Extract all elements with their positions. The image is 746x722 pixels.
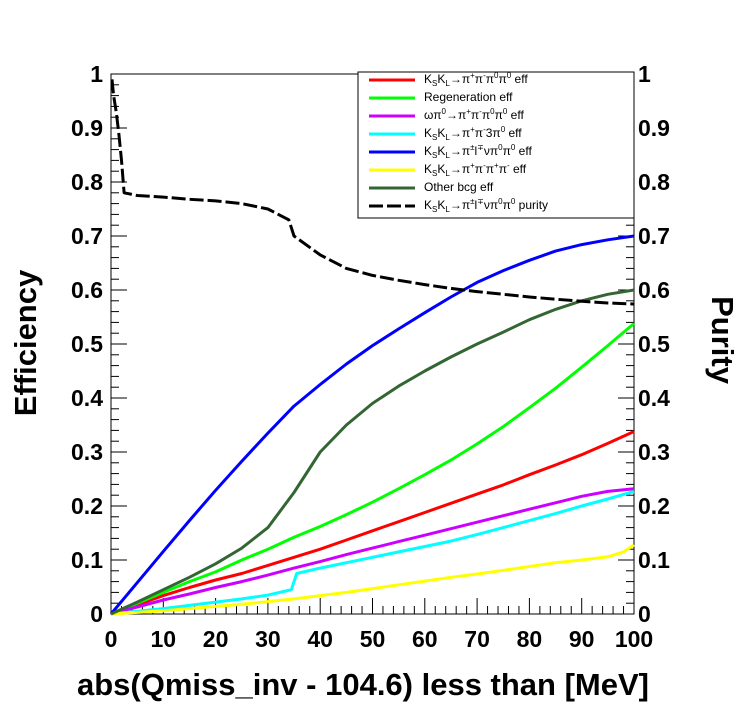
legend: KSKL→π+π-π0π0 eff Regeneration eff ωπ0→π+π… xyxy=(357,71,635,219)
legend-entry-8: KSKL→π±l∓νπ0π0 purity xyxy=(424,197,549,214)
right-y-tick-label: 0.3 xyxy=(638,439,670,465)
x-tick-label: 10 xyxy=(151,626,177,652)
right-y-tick-label: 0.5 xyxy=(638,331,670,357)
right-y-tick-label: 0.8 xyxy=(638,169,670,195)
left-y-tick-label: 0.3 xyxy=(71,439,103,465)
x-tick-label: 40 xyxy=(307,626,333,652)
legend-label: KSKL→π+π-π+π- eff xyxy=(424,161,527,178)
series-line-1 xyxy=(110,430,635,616)
legend-label: KSKL→π±l∓νπ0π0 eff xyxy=(424,143,532,160)
right-y-tick-label: 0.6 xyxy=(638,277,670,303)
left-y-tick-label: 0.4 xyxy=(71,385,103,411)
legend-entry-2: Regeneration eff xyxy=(424,90,513,104)
x-tick-label: 80 xyxy=(517,626,543,652)
right-y-tick-label: 0.1 xyxy=(638,547,670,573)
left-y-tick-label: 0 xyxy=(90,601,103,627)
left-y-axis-title: Efficiency xyxy=(8,269,43,416)
legend-label: KSKL→π+π-3π0 eff xyxy=(424,125,522,142)
legend-entry-5: KSKL→π±l∓νπ0π0 eff xyxy=(424,143,532,160)
right-y-tick-label: 0.7 xyxy=(638,223,670,249)
x-tick-label: 70 xyxy=(464,626,490,652)
legend-entry-4: KSKL→π+π-3π0 eff xyxy=(424,125,522,142)
legend-box xyxy=(357,71,635,219)
right-y-axis-title: Purity xyxy=(705,296,740,385)
right-y-tick-label: 0.4 xyxy=(638,385,670,411)
legend-label: Regeneration eff xyxy=(424,90,513,104)
legend-label: KSKL→π+π-π0π0 eff xyxy=(424,71,528,88)
right-y-tick-label: 0 xyxy=(638,601,651,627)
legend-entry-3: ωπ0→π+π-π0π0 eff xyxy=(424,107,524,123)
legend-label: ωπ0→π+π-π0π0 eff xyxy=(424,107,524,123)
legend-label: KSKL→π±l∓νπ0π0 purity xyxy=(424,197,549,214)
legend-entry-7: Other bcg eff xyxy=(424,180,494,194)
series-line-7 xyxy=(110,288,635,616)
x-tick-label: 20 xyxy=(203,626,229,652)
legend-label: Other bcg eff xyxy=(424,180,494,194)
left-y-tick-label: 0.6 xyxy=(71,277,103,303)
series-layer xyxy=(109,79,635,616)
right-y-tick-label: 0.9 xyxy=(638,115,670,141)
series-line-6 xyxy=(110,543,635,616)
x-tick-label: 0 xyxy=(105,626,118,652)
series-line-2 xyxy=(110,322,635,616)
left-y-tick-label: 0.7 xyxy=(71,223,103,249)
x-axis-title: abs(Qmiss_inv - 104.6) less than [MeV] xyxy=(77,667,649,702)
left-y-tick-label: 0.5 xyxy=(71,331,103,357)
x-tick-label: 90 xyxy=(569,626,595,652)
x-tick-label: 50 xyxy=(360,626,386,652)
left-y-tick-label: 0.1 xyxy=(71,547,103,573)
left-y-tick-label: 0.9 xyxy=(71,115,103,141)
series-line-8 xyxy=(110,79,635,306)
legend-entry-1: KSKL→π+π-π0π0 eff xyxy=(424,71,528,88)
series-line-5 xyxy=(109,234,635,615)
right-y-tick-label: 1 xyxy=(638,61,651,87)
legend-entry-6: KSKL→π+π-π+π- eff xyxy=(424,161,527,178)
x-tick-label: 100 xyxy=(615,626,653,652)
series-line-3 xyxy=(110,487,635,616)
right-y-tick-label: 0.2 xyxy=(638,493,670,519)
x-tick-label: 30 xyxy=(255,626,281,652)
left-y-tick-label: 1 xyxy=(90,61,103,87)
x-tick-label: 60 xyxy=(412,626,438,652)
series-line-4 xyxy=(110,489,635,616)
left-y-tick-label: 0.2 xyxy=(71,493,103,519)
left-y-tick-label: 0.8 xyxy=(71,169,103,195)
